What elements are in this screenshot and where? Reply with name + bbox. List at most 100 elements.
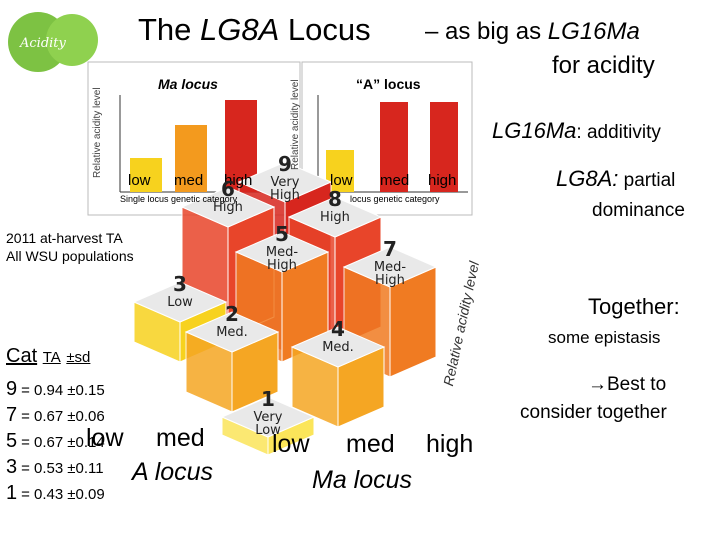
block-top <box>132 281 228 323</box>
note: LG16Ma: additivity <box>492 118 661 144</box>
cell-label: 6 High <box>198 177 258 214</box>
inset-title: Ma locus <box>158 76 218 92</box>
inset-category: high <box>224 172 253 189</box>
legend-row: 7 = 0.67 ±0.06 <box>6 404 105 427</box>
note: consider together <box>520 402 667 423</box>
block-top <box>290 326 386 368</box>
inset-category: med <box>380 172 410 189</box>
subtitle-part: LG16Ma <box>547 18 640 45</box>
cell-number: 2 <box>225 302 239 326</box>
inset-bar <box>380 102 408 192</box>
legend-cell: 3 <box>6 456 18 478</box>
legend-cell: ±0.09 <box>67 486 105 503</box>
note: some epistasis <box>548 328 661 347</box>
subtitle: – as big as LG16Ma <box>425 18 640 46</box>
cell-number: 3 <box>173 272 187 296</box>
legend-row: 3 = 0.53 ±0.11 <box>6 456 104 479</box>
cell-text: Med-High <box>265 245 299 273</box>
cell-number: 7 <box>383 237 397 261</box>
note-part: : additivity <box>576 122 661 143</box>
cell-number: 8 <box>328 187 342 211</box>
inset-bar <box>130 158 162 192</box>
cell-text: Very Low <box>253 410 283 438</box>
note-part: LG8A: <box>556 166 619 191</box>
legend-cell: 5 <box>6 430 18 452</box>
inset-title: “A” locus <box>356 76 421 92</box>
population: 2011 at-harvest TA <box>6 230 123 246</box>
legend-cell: 9 <box>6 378 18 400</box>
cell-number: 1 <box>261 387 275 411</box>
ma-category: high <box>426 430 474 458</box>
ma-title: Ma locus <box>312 466 413 494</box>
legend-row: 5 = 0.67 ±0.14 <box>6 430 105 453</box>
inset-category: med <box>174 172 204 189</box>
legend-header-cell: Cat <box>6 345 38 367</box>
cell-number: 4 <box>331 317 345 341</box>
legend-cell: ±0.15 <box>67 382 105 399</box>
block-top <box>342 246 438 288</box>
legend-cell: = 0.43 <box>21 486 64 503</box>
legend-cell: ±0.14 <box>67 434 105 451</box>
inset-y-label: Relative acidity level <box>92 87 103 178</box>
title-part: The <box>138 12 201 47</box>
cell-text: Med. <box>216 325 248 340</box>
cell-number: 9 <box>278 152 292 176</box>
apple <box>46 14 98 66</box>
block-top <box>184 311 280 353</box>
title-part: Locus <box>279 12 371 47</box>
inset-x-label: Single locus genetic category <box>120 194 238 204</box>
note: →Best to <box>588 374 667 395</box>
block-top <box>220 396 316 438</box>
inset-bar <box>430 102 458 192</box>
subtitle-part: – as big as <box>425 18 548 45</box>
cell-number: 5 <box>275 222 289 246</box>
cell-label: 8 High <box>305 187 365 224</box>
cell-label: 9 Very High <box>255 152 315 202</box>
legend-row: 1 = 0.43 ±0.09 <box>6 482 105 505</box>
block-top <box>237 161 333 203</box>
legend-header-cell: ±sd <box>66 349 91 366</box>
cell-label: 4 Med. <box>308 317 368 354</box>
ma-category: med <box>346 430 395 458</box>
inset-category: low <box>330 172 353 189</box>
block-top <box>234 231 330 273</box>
legend-row: 9 = 0.94 ±0.15 <box>6 378 105 401</box>
legend-cell: ±0.06 <box>67 408 105 425</box>
cell-text: Med-High <box>373 260 407 288</box>
cell-label: 7 Med-High <box>360 237 420 287</box>
ma-category: low <box>272 430 310 458</box>
title-part: LG8A <box>200 12 280 47</box>
note-part: LG16Ma <box>492 118 577 143</box>
inset-bar <box>175 125 207 192</box>
cell-label: 2 Med. <box>202 302 262 339</box>
cell-text: Low <box>167 295 193 310</box>
note-part: partial <box>618 170 676 191</box>
a-category: med <box>156 424 205 452</box>
cell-label: 1 Very Low <box>238 387 298 437</box>
legend-cell: = 0.67 <box>21 434 64 451</box>
cell-text: High <box>320 210 350 225</box>
legend-cell: 7 <box>6 404 18 426</box>
a-title: A locus <box>132 458 214 486</box>
legend-cell: ±0.11 <box>67 460 104 477</box>
legend-header-cell: TA <box>42 349 61 366</box>
subtitle: for acidity <box>552 52 655 79</box>
cell-text: Very High <box>270 175 300 203</box>
legend-cell: = 0.53 <box>21 460 64 477</box>
cell-label: 5 Med-High <box>252 222 312 272</box>
cell-number: 6 <box>221 177 235 201</box>
population: All WSU populations <box>6 248 134 264</box>
cell-text: Med. <box>322 340 354 355</box>
legend-cell: 1 <box>6 482 18 504</box>
badge: Acidity <box>20 36 66 51</box>
blocks <box>132 161 438 456</box>
block-top <box>180 186 276 228</box>
cell-text: High <box>213 200 243 215</box>
legend-header: Cat TA ±sd <box>6 345 90 368</box>
note: LG8A: partial <box>556 166 675 192</box>
cell-label: 3 Low <box>150 272 210 309</box>
inset-x-label: locus genetic category <box>350 194 440 204</box>
legend-cell: = 0.67 <box>21 408 64 425</box>
